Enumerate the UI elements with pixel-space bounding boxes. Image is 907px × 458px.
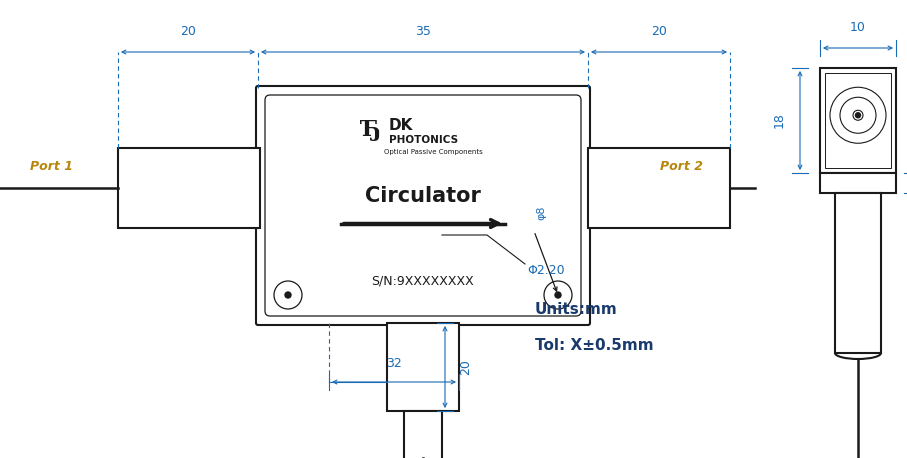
Text: Units:mm: Units:mm: [535, 302, 618, 317]
Text: S/N:9XXXXXXXX: S/N:9XXXXXXXX: [372, 274, 474, 288]
Text: 35: 35: [415, 25, 431, 38]
Text: 10: 10: [850, 21, 866, 34]
FancyBboxPatch shape: [265, 95, 581, 316]
Text: 20: 20: [180, 25, 196, 38]
Bar: [835, 193, 881, 353]
Circle shape: [855, 113, 861, 118]
Text: DK: DK: [389, 119, 414, 133]
Text: 32: 32: [386, 357, 402, 370]
Bar: [820, 68, 896, 173]
Bar: [820, 173, 896, 193]
Text: 18: 18: [773, 113, 786, 128]
Bar: [387, 323, 459, 411]
Text: Circulator: Circulator: [365, 185, 481, 206]
Text: φ8: φ8: [536, 206, 546, 220]
Bar: [118, 148, 260, 228]
Circle shape: [555, 292, 561, 298]
Text: Port 1: Port 1: [30, 159, 73, 173]
Text: Φ2.20: Φ2.20: [527, 263, 565, 277]
Text: Port 2: Port 2: [660, 159, 703, 173]
Text: Tol: X±0.5mm: Tol: X±0.5mm: [535, 338, 654, 353]
Text: 20: 20: [651, 25, 667, 38]
Bar: [825, 73, 891, 168]
Text: Optical Passive Components: Optical Passive Components: [384, 149, 483, 155]
FancyBboxPatch shape: [256, 86, 590, 325]
Text: PHOTONICS: PHOTONICS: [389, 135, 458, 145]
Text: Ђ: Ђ: [361, 119, 381, 141]
Bar: [404, 411, 442, 458]
Text: 20: 20: [459, 359, 472, 375]
Bar: [588, 148, 730, 228]
Circle shape: [285, 292, 291, 298]
